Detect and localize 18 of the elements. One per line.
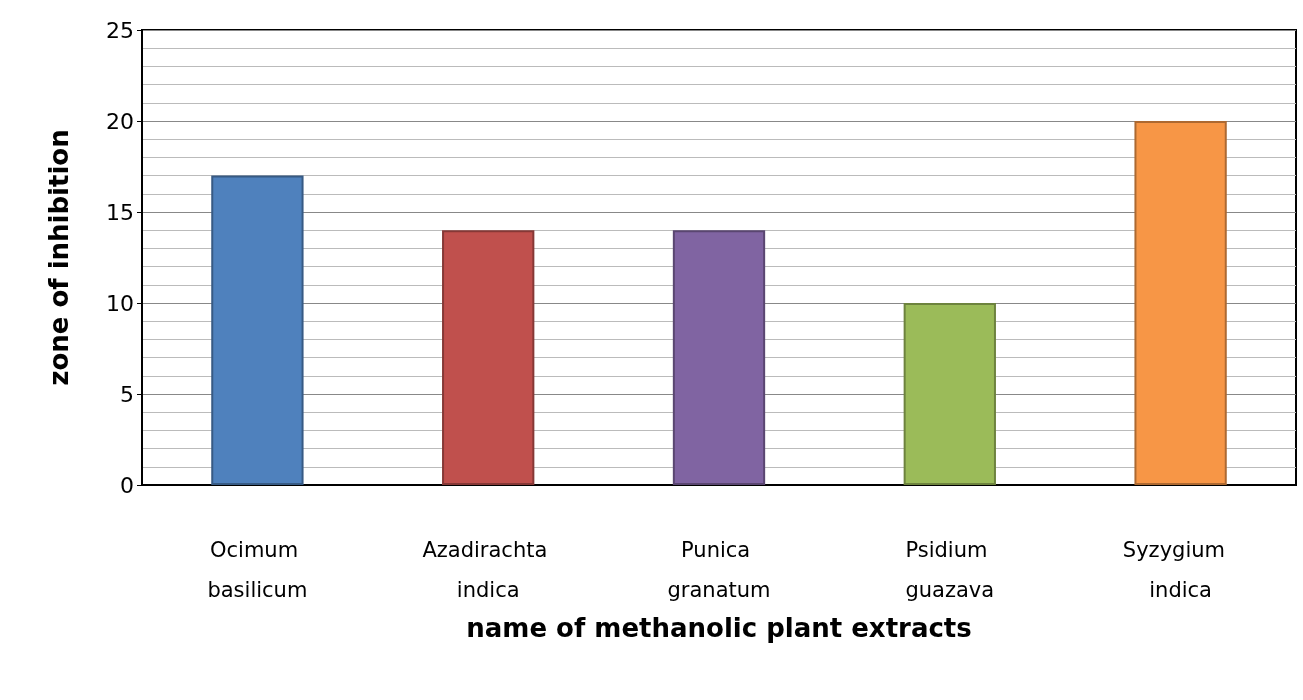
y-axis-title: zone of inhibition	[44, 129, 74, 386]
x-axis-title: name of methanolic plant extracts	[466, 612, 972, 643]
y-tick-label: 10	[106, 290, 134, 316]
y-tick-label: 20	[106, 108, 134, 134]
x-tick-label: Azadirachta indica	[422, 538, 554, 602]
y-tick-label: 0	[120, 472, 134, 498]
y-tick-label: 15	[106, 199, 134, 225]
x-tick-label: Syzygium indica	[1122, 538, 1239, 602]
bar	[672, 230, 766, 485]
bar	[211, 175, 304, 485]
x-tick-label: Punica granatum	[667, 538, 771, 602]
bar	[1134, 121, 1227, 485]
bar	[903, 303, 996, 485]
y-tick-label: 25	[106, 17, 134, 43]
x-tick-label: Psidium guazava	[905, 538, 995, 602]
x-tick-label: Ocimum basilicum	[207, 538, 308, 602]
y-tick-label: 5	[120, 381, 134, 407]
bar	[442, 230, 535, 485]
